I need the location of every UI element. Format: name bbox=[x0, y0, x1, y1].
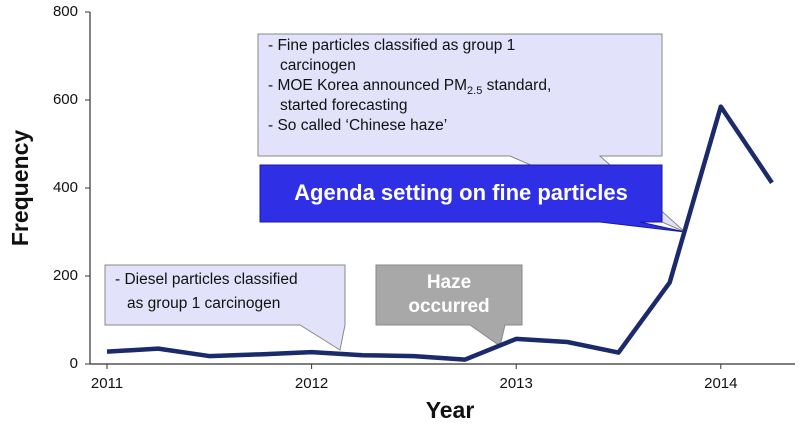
x-tick-label: 2012 bbox=[295, 375, 328, 392]
annotation-text: Haze bbox=[427, 272, 471, 293]
annotation-text: as group 1 carcinogen bbox=[127, 295, 280, 312]
annotation-text: occurred bbox=[408, 296, 489, 317]
y-tick-label: 800 bbox=[53, 3, 78, 20]
y-tick-label: 200 bbox=[53, 267, 78, 284]
callout-box bbox=[259, 164, 686, 233]
y-tick-label: 400 bbox=[53, 179, 78, 196]
annotation-text: - MOE Korea announced PM2.5 standard, bbox=[268, 77, 551, 97]
callout-box bbox=[375, 264, 523, 347]
annotation-text: started forecasting bbox=[280, 97, 408, 114]
line bbox=[106, 104, 774, 362]
x-axis-title: Year bbox=[426, 397, 475, 423]
x-tick-label: 2014 bbox=[704, 375, 737, 392]
annotation-text: carcinogen bbox=[280, 57, 356, 74]
subscript: 2.5 bbox=[467, 85, 482, 97]
annotation-text: Agenda setting on fine particles bbox=[294, 180, 628, 205]
annotation-text: - So called ‘Chinese haze’ bbox=[268, 117, 447, 134]
x-tick-label: 2011 bbox=[91, 375, 123, 392]
annotation-part: standard, bbox=[482, 77, 551, 94]
y-tick-label: 0 bbox=[70, 355, 78, 372]
x-tick-label: 2013 bbox=[500, 375, 533, 392]
y-tick-label: 600 bbox=[53, 91, 78, 108]
annotation-part: - MOE Korea announced PM bbox=[268, 77, 467, 94]
annotation-text: - Fine particles classified as group 1 bbox=[268, 37, 515, 54]
y-axis-title: Frequency bbox=[7, 130, 33, 247]
callout-box bbox=[104, 264, 346, 351]
annotation-text: - Diesel particles classified bbox=[115, 271, 298, 288]
